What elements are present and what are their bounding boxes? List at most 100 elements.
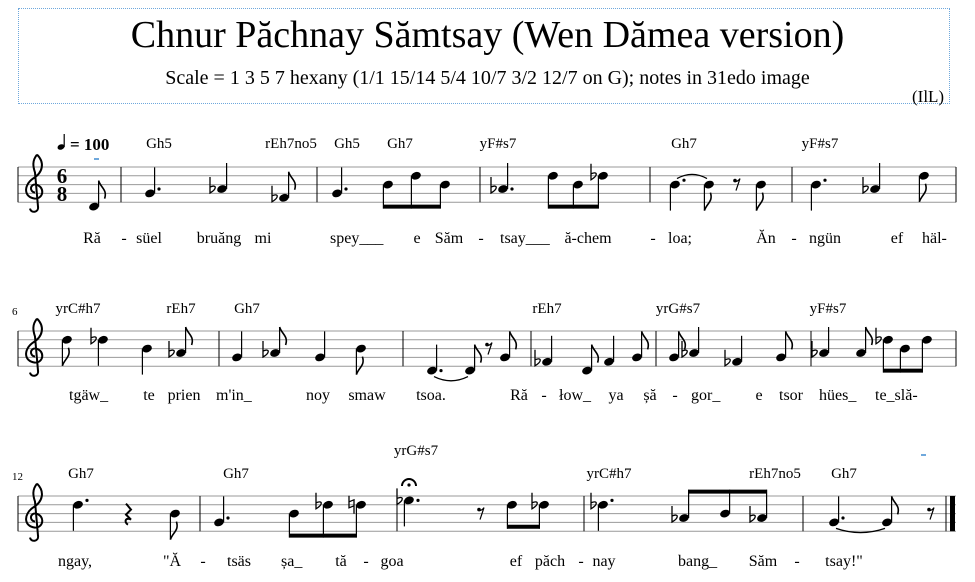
note (829, 496, 845, 527)
flat-icon (590, 492, 597, 510)
staff-system: 6 yrC#h7 rEh7 Gh7 rEh7 yrG#s7 yF#s7 tgäw_ te prie… (12, 301, 957, 404)
chord-symbol: rEh7no5 (265, 136, 317, 152)
note (355, 344, 366, 375)
flag (355, 356, 364, 375)
note (410, 171, 421, 209)
lyric-syllable: - (794, 553, 799, 570)
flat-icon (168, 341, 175, 359)
note (720, 489, 731, 518)
lyric-syllable: goa (380, 553, 403, 570)
chord-symbol: Gh7 (234, 301, 260, 317)
lyric-syllable: smaw (348, 387, 386, 404)
note (547, 171, 558, 209)
flag (169, 521, 178, 540)
note (382, 180, 393, 209)
note (811, 327, 830, 359)
time-signature: 68 (57, 164, 68, 206)
notehead (465, 366, 475, 375)
lyric-syllable: te (143, 387, 155, 404)
quarter-rest-icon (124, 502, 133, 526)
notehead (704, 180, 714, 189)
treble-clef-icon (25, 482, 44, 542)
flag (677, 331, 687, 350)
augmentation-dot (841, 516, 845, 520)
measure-number: 12 (12, 471, 23, 483)
notehead (598, 500, 608, 509)
note (209, 163, 228, 195)
lyric-syllable: - (791, 230, 796, 247)
note (396, 478, 420, 527)
augmentation-dot (823, 178, 827, 182)
lyric-syllable: Ăn (756, 228, 776, 247)
natural-icon (348, 495, 355, 514)
lyric-syllable: - (478, 230, 483, 247)
notehead (632, 353, 642, 362)
note (271, 171, 297, 203)
augmentation-dot (610, 498, 614, 502)
treble-clef-icon (25, 317, 44, 377)
note (427, 344, 443, 375)
flag (755, 192, 764, 211)
augmentation-dot (416, 498, 420, 502)
notehead (427, 366, 437, 375)
chord-symbol: Gh5 (334, 136, 360, 152)
flag (640, 331, 650, 350)
note (145, 167, 161, 198)
lyric-syllable: ngün (809, 230, 841, 247)
lyric-syllable: łow_ (559, 387, 592, 404)
note (681, 327, 700, 359)
note (169, 509, 180, 540)
note (582, 344, 600, 375)
lyric-syllable: m'in_ (216, 387, 253, 404)
lyric-syllable: mi (255, 230, 272, 247)
chord-symbol: Gh7 (831, 466, 857, 482)
augmentation-dot (439, 369, 443, 373)
lyric-syllable: Ră (83, 230, 101, 247)
lyric-syllable: - (672, 387, 677, 404)
note (572, 180, 583, 209)
notehead (279, 193, 289, 202)
chord-symbol: Gh5 (146, 136, 172, 152)
note (669, 178, 686, 211)
notehead (542, 357, 552, 366)
lyric-syllable: șă (643, 387, 656, 404)
lyric-syllable: - (121, 230, 126, 247)
lyric-syllable: Ră (510, 387, 528, 404)
page-title: Chnur Păchnay Sămtsay (Wen Dămea version… (130, 14, 845, 56)
note (332, 167, 348, 198)
tie (433, 376, 469, 382)
beam (688, 489, 767, 494)
note (506, 500, 517, 529)
note (500, 331, 518, 362)
notehead (98, 335, 108, 344)
note (882, 496, 900, 527)
flat-icon (681, 341, 688, 359)
flat-icon (490, 177, 497, 195)
lyric-syllable: - (541, 387, 546, 404)
lyric-syllable: bang_ (678, 553, 718, 570)
lyric-syllable: loa; (668, 230, 692, 247)
note (918, 171, 929, 203)
chord-symbol: yF#s7 (480, 136, 517, 152)
notehead (604, 357, 614, 366)
flag (184, 326, 194, 346)
notehead (720, 509, 730, 518)
notehead (232, 353, 242, 362)
time-signature-numerator: 6 (57, 164, 68, 188)
cursor-marker (94, 158, 99, 160)
flag (590, 344, 600, 363)
lyric-syllable: tsay!" (825, 553, 863, 570)
note (465, 344, 483, 375)
lyric-syllable: ef (891, 230, 904, 247)
lyric-syllable: - (578, 553, 583, 570)
beam (883, 368, 923, 373)
notehead (217, 185, 227, 193)
notehead (756, 180, 766, 189)
flag (287, 171, 297, 191)
chord-symbol: Gh7 (68, 466, 94, 482)
notehead (573, 180, 583, 189)
note (856, 326, 874, 357)
notehead (670, 180, 680, 189)
rest (485, 342, 493, 355)
note (724, 335, 743, 367)
